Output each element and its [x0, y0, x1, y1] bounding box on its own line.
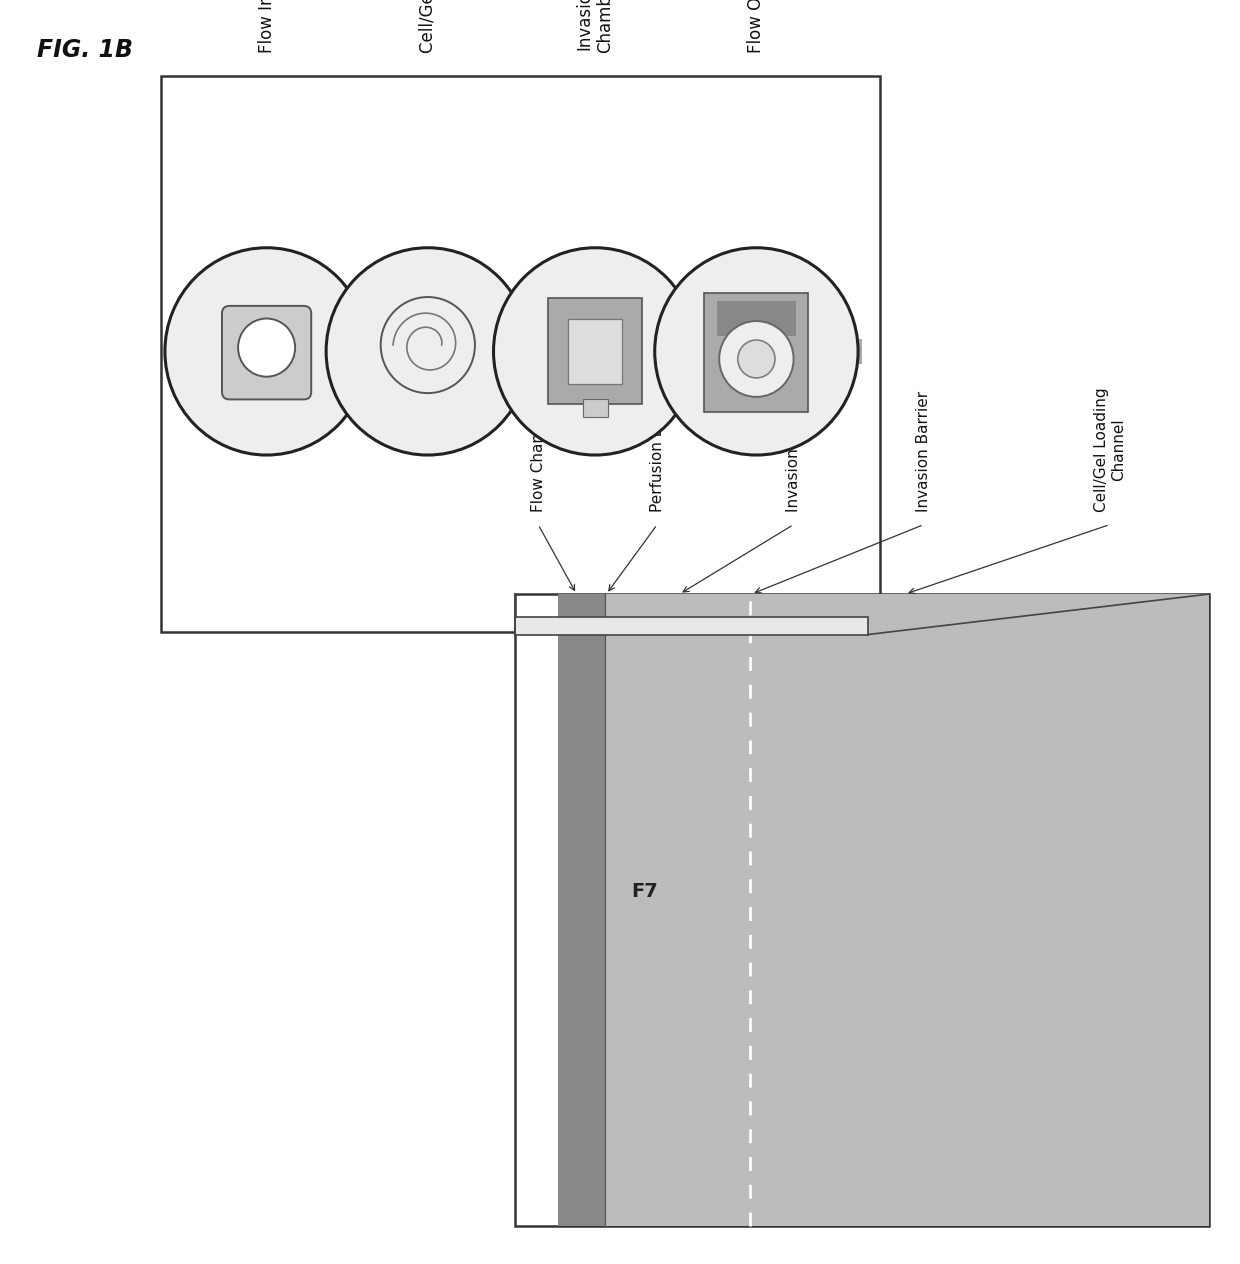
Circle shape [238, 319, 295, 377]
Text: Flow Outlet: Flow Outlet [748, 0, 765, 53]
FancyBboxPatch shape [161, 76, 880, 632]
Circle shape [326, 248, 529, 455]
Circle shape [165, 248, 368, 455]
Text: Invasion Barrier: Invasion Barrier [916, 391, 931, 512]
Circle shape [738, 340, 775, 378]
Text: F7: F7 [631, 881, 658, 901]
FancyBboxPatch shape [184, 339, 862, 364]
FancyBboxPatch shape [515, 594, 1209, 1226]
FancyBboxPatch shape [704, 293, 808, 412]
Text: Cell/Gel Inlet: Cell/Gel Inlet [419, 0, 436, 53]
FancyBboxPatch shape [717, 301, 796, 336]
FancyBboxPatch shape [558, 594, 605, 1226]
Circle shape [719, 321, 794, 397]
Text: Perfusion Barrier: Perfusion Barrier [650, 384, 665, 512]
Text: Cell/Gel Loading
Channel: Cell/Gel Loading Channel [1094, 387, 1126, 512]
FancyBboxPatch shape [548, 298, 642, 404]
FancyBboxPatch shape [558, 594, 1209, 1226]
Circle shape [494, 248, 697, 455]
Text: Flow Inlet: Flow Inlet [258, 0, 275, 53]
Text: Invasion Chamber: Invasion Chamber [786, 373, 801, 512]
FancyBboxPatch shape [568, 319, 622, 384]
Text: FIG. 1B: FIG. 1B [37, 38, 133, 62]
Text: Flow Channel: Flow Channel [531, 410, 546, 512]
Circle shape [655, 248, 858, 455]
Circle shape [381, 297, 475, 393]
FancyBboxPatch shape [583, 399, 608, 417]
FancyBboxPatch shape [222, 306, 311, 399]
FancyBboxPatch shape [515, 617, 868, 635]
Text: Invasion
Chamber: Invasion Chamber [575, 0, 615, 53]
